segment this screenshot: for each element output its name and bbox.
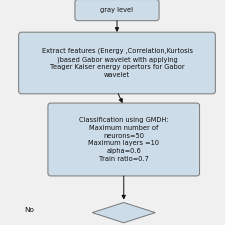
Text: Extract features (Energy ,Correlation,Kurtosis
)based Gabor wavelet with applyin: Extract features (Energy ,Correlation,Ku… xyxy=(41,48,193,78)
Text: gray level: gray level xyxy=(101,7,133,13)
FancyBboxPatch shape xyxy=(48,103,200,176)
FancyBboxPatch shape xyxy=(19,32,215,94)
Polygon shape xyxy=(92,202,155,223)
Text: Classification using GMDH:
Maximum number of
neurons=50
Maximum layers =10
alpha: Classification using GMDH: Maximum numbe… xyxy=(79,117,169,162)
Text: No: No xyxy=(24,207,34,213)
FancyBboxPatch shape xyxy=(75,0,159,21)
